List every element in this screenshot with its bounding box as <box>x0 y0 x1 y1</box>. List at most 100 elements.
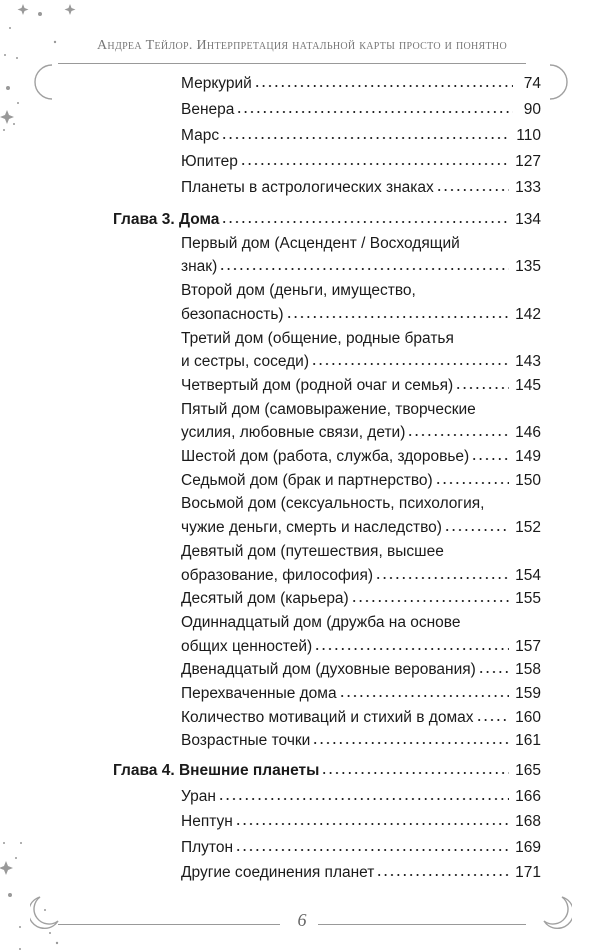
toc-page-number: 168 <box>515 813 541 830</box>
toc-entry-title: Первый дом (Асцендент / Восходящий <box>181 234 460 252</box>
toc-entry-title: Третий дом (общение, родные братья <box>181 329 454 347</box>
toc-entry[interactable]: Марс 110 <box>181 123 541 149</box>
dot-leader <box>311 363 510 366</box>
dot-leader <box>221 221 510 223</box>
toc-entry[interactable]: Пятый дом (самовыражение, творческие усил… <box>181 398 541 445</box>
toc-page-number: 165 <box>515 762 541 779</box>
toc-page-number: 158 <box>515 661 541 679</box>
toc-entry-title: и сестры, соседи) <box>181 353 309 371</box>
toc-group: Меркурий 74 Венера 90 Марс 110 Юпитер 127 Планет… <box>0 71 604 201</box>
toc-entry[interactable]: Венера 90 <box>181 97 541 123</box>
toc-entry[interactable]: Возрастные точки 161 <box>181 729 541 753</box>
toc-entry[interactable]: Количество мотиваций и стихий в домах 160 <box>181 706 541 730</box>
toc-page-number: 134 <box>515 211 541 228</box>
toc-entry-title: Марс <box>181 127 220 144</box>
toc-page-number: 160 <box>515 708 541 726</box>
toc-entry-title: Планеты в астрологических знаках <box>181 179 434 196</box>
toc-entry[interactable]: Плутон 169 <box>181 835 541 861</box>
toc-entry-title: Возрастные точки <box>181 732 311 750</box>
crescent-moon-icon <box>549 64 568 100</box>
dot-leader <box>239 163 510 165</box>
toc-page-number: 133 <box>515 179 541 196</box>
toc-page-number: 142 <box>515 305 541 323</box>
toc-entry-title: Венера <box>181 101 235 118</box>
toc-entry[interactable]: Девятый дом (путешествия, высшее образова… <box>181 540 541 587</box>
toc-entry[interactable]: Юпитер 127 <box>181 149 541 175</box>
toc-page-number: 135 <box>515 258 541 276</box>
toc-entry[interactable]: Другие соединения планет 171 <box>181 860 541 886</box>
toc-entry[interactable]: Перехваченные дома 159 <box>181 682 541 706</box>
toc-entry-title: чужие деньги, смерть и наследство) <box>181 519 442 537</box>
dot-leader <box>477 671 510 674</box>
toc-entry[interactable]: Седьмой дом (брак и партнерство) 150 <box>181 469 541 493</box>
toc-page-number: 154 <box>515 566 541 584</box>
dot-leader <box>314 647 510 650</box>
toc-page-number: 145 <box>515 376 541 394</box>
dot-leader <box>435 189 510 191</box>
dot-leader <box>434 481 510 484</box>
toc-page-number: 157 <box>515 637 541 655</box>
dot-leader <box>236 111 513 113</box>
toc-entry[interactable]: Нептун 168 <box>181 809 541 835</box>
footer-rule-right <box>318 924 526 925</box>
dot-leader <box>407 434 510 437</box>
toc-page-number: 169 <box>515 838 541 856</box>
dot-leader <box>312 742 510 745</box>
crescent-moon-icon <box>30 896 59 930</box>
toc-entry[interactable]: Шестой дом (работа, служба, здоровье) 149 <box>181 445 541 469</box>
toc-page-number: 110 <box>516 127 541 144</box>
toc-entry-title: Шестой дом (работа, служба, здоровье) <box>181 448 470 466</box>
dot-leader <box>471 458 510 461</box>
dot-leader <box>375 576 510 579</box>
dot-leader <box>219 268 510 271</box>
toc-page-number: 159 <box>515 685 541 703</box>
toc-entry-title: Меркурий <box>181 75 252 92</box>
running-title: Андреа Тейлор. Интерпретация натальной к… <box>97 38 507 53</box>
crescent-moon-icon <box>543 896 572 930</box>
toc-entry[interactable]: Первый дом (Асцендент / Восходящий знак) 1… <box>181 232 541 279</box>
toc-entry[interactable]: Десятый дом (карьера) 155 <box>181 587 541 611</box>
dot-leader <box>221 137 511 139</box>
toc-entry-title: Глава 4. Внешние планеты <box>113 762 320 779</box>
toc-page-number: 150 <box>515 471 541 489</box>
toc-group: Глава 4. Внешние планеты 165 Уран 166 Нептун… <box>0 758 604 886</box>
toc-page-number: 146 <box>515 424 541 442</box>
dot-leader <box>285 315 510 318</box>
toc-entry-title: Четвертый дом (родной очаг и семья) <box>181 376 454 394</box>
crescent-moon-icon <box>34 64 53 100</box>
toc-entry-title: образование, философия) <box>181 566 374 584</box>
toc-entry-title: Второй дом (деньги, имущество, <box>181 282 416 300</box>
toc-entry-title: Пятый дом (самовыражение, творческие <box>181 400 476 418</box>
toc-chapter-entry[interactable]: Глава 4. Внешние планеты 165 <box>113 758 541 784</box>
dot-leader <box>350 600 510 603</box>
toc-page-number: 166 <box>515 787 541 805</box>
toc-page-number: 155 <box>515 590 541 608</box>
toc-entry-title: усилия, любовные связи, дети) <box>181 424 406 442</box>
stars-icon <box>0 842 59 950</box>
toc-entry[interactable]: Третий дом (общение, родные братья и сест… <box>181 327 541 374</box>
toc-chapter-entry[interactable]: Глава 3. Дома 134 <box>113 208 541 232</box>
toc-entry[interactable]: Четвертый дом (родной очаг и семья) 145 <box>181 374 541 398</box>
toc-entry[interactable]: Меркурий 74 <box>181 71 541 97</box>
toc-entry[interactable]: Одиннадцатый дом (дружба на основе общих … <box>181 611 541 658</box>
toc-entry[interactable]: Уран 166 <box>181 784 541 810</box>
dot-leader <box>475 718 510 721</box>
toc-page-number: 90 <box>523 101 541 118</box>
footer-rule-left <box>58 924 280 925</box>
dot-leader <box>338 695 510 698</box>
toc-entry-title: Перехваченные дома <box>181 685 337 703</box>
toc-page-number: 171 <box>515 864 541 881</box>
toc-entry[interactable]: Восьмой дом (сексуальность, психология, ч… <box>181 492 541 539</box>
toc-entry-title: Уран <box>181 787 216 805</box>
toc-entry[interactable]: Второй дом (деньги, имущество, безопаснос… <box>181 279 541 326</box>
toc-entry[interactable]: Планеты в астрологических знаках 133 <box>181 175 541 201</box>
dot-leader <box>321 772 510 774</box>
toc-entry-title: Восьмой дом (сексуальность, психология, <box>181 495 485 513</box>
toc-page-number: 152 <box>515 519 541 537</box>
toc-entry-title: Двенадцатый дом (духовные верования) <box>181 661 476 679</box>
toc-entry-title: общих ценностей) <box>181 637 313 655</box>
dot-leader <box>234 823 510 825</box>
toc-entry[interactable]: Двенадцатый дом (духовные верования) 158 <box>181 658 541 682</box>
toc-group: Глава 3. Дома 134 Первый дом (Асцендент / … <box>0 208 604 753</box>
page-number: 6 <box>297 910 307 930</box>
